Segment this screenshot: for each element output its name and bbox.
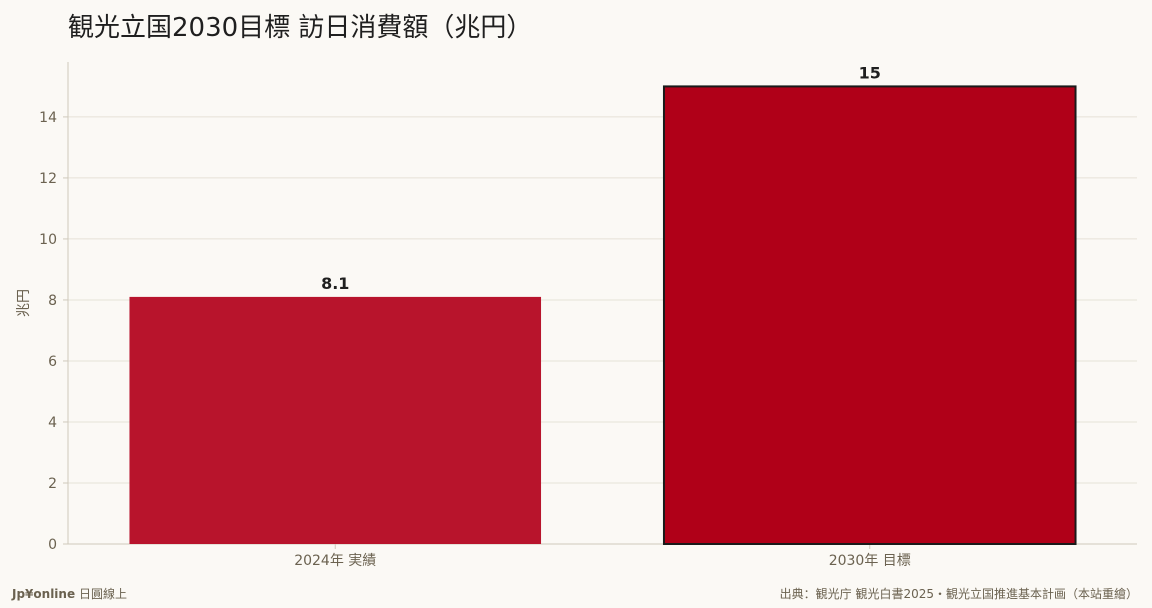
y-tick-label-4: 4 [48, 415, 57, 431]
labels: 0 2 4 6 8 10 12 14 兆円 2024年 実績 8.1 2030年 目標 15 [16, 63, 911, 569]
bars [129, 85, 1077, 545]
y-tick-label-6: 6 [48, 354, 57, 370]
x-category-label-0: 2024年 実績 [294, 553, 376, 569]
bar-value-label-0: 8.1 [321, 274, 349, 293]
brand-name: Jp¥online [12, 587, 76, 601]
footer-brand: Jp¥online 日圓線上 [12, 585, 127, 602]
x-category-label-1: 2030年 目標 [829, 553, 911, 569]
bar-target [662, 85, 1077, 545]
chart-title: 観光立国2030目標 訪日消費額（兆円） [68, 8, 532, 48]
bar-value-label-1: 15 [859, 63, 881, 82]
y-tick-label-12: 12 [39, 171, 57, 187]
y-axis-title: 兆円 [16, 289, 32, 317]
chart-title-text: 観光立国2030目標 訪日消費額（兆円） [68, 13, 533, 43]
footer-source: 出典：観光庁 観光白書2025・観光立国推進基本計画（本站重繪） [779, 587, 1138, 601]
y-tick-label-0: 0 [48, 537, 57, 553]
y-tick-label-8: 8 [48, 293, 57, 309]
y-tick-label-14: 14 [39, 110, 57, 126]
y-tick-label-10: 10 [39, 232, 57, 248]
bar-actual [129, 296, 542, 544]
brand-suffix: 日圓線上 [78, 587, 127, 601]
y-tick-label-2: 2 [48, 476, 57, 492]
